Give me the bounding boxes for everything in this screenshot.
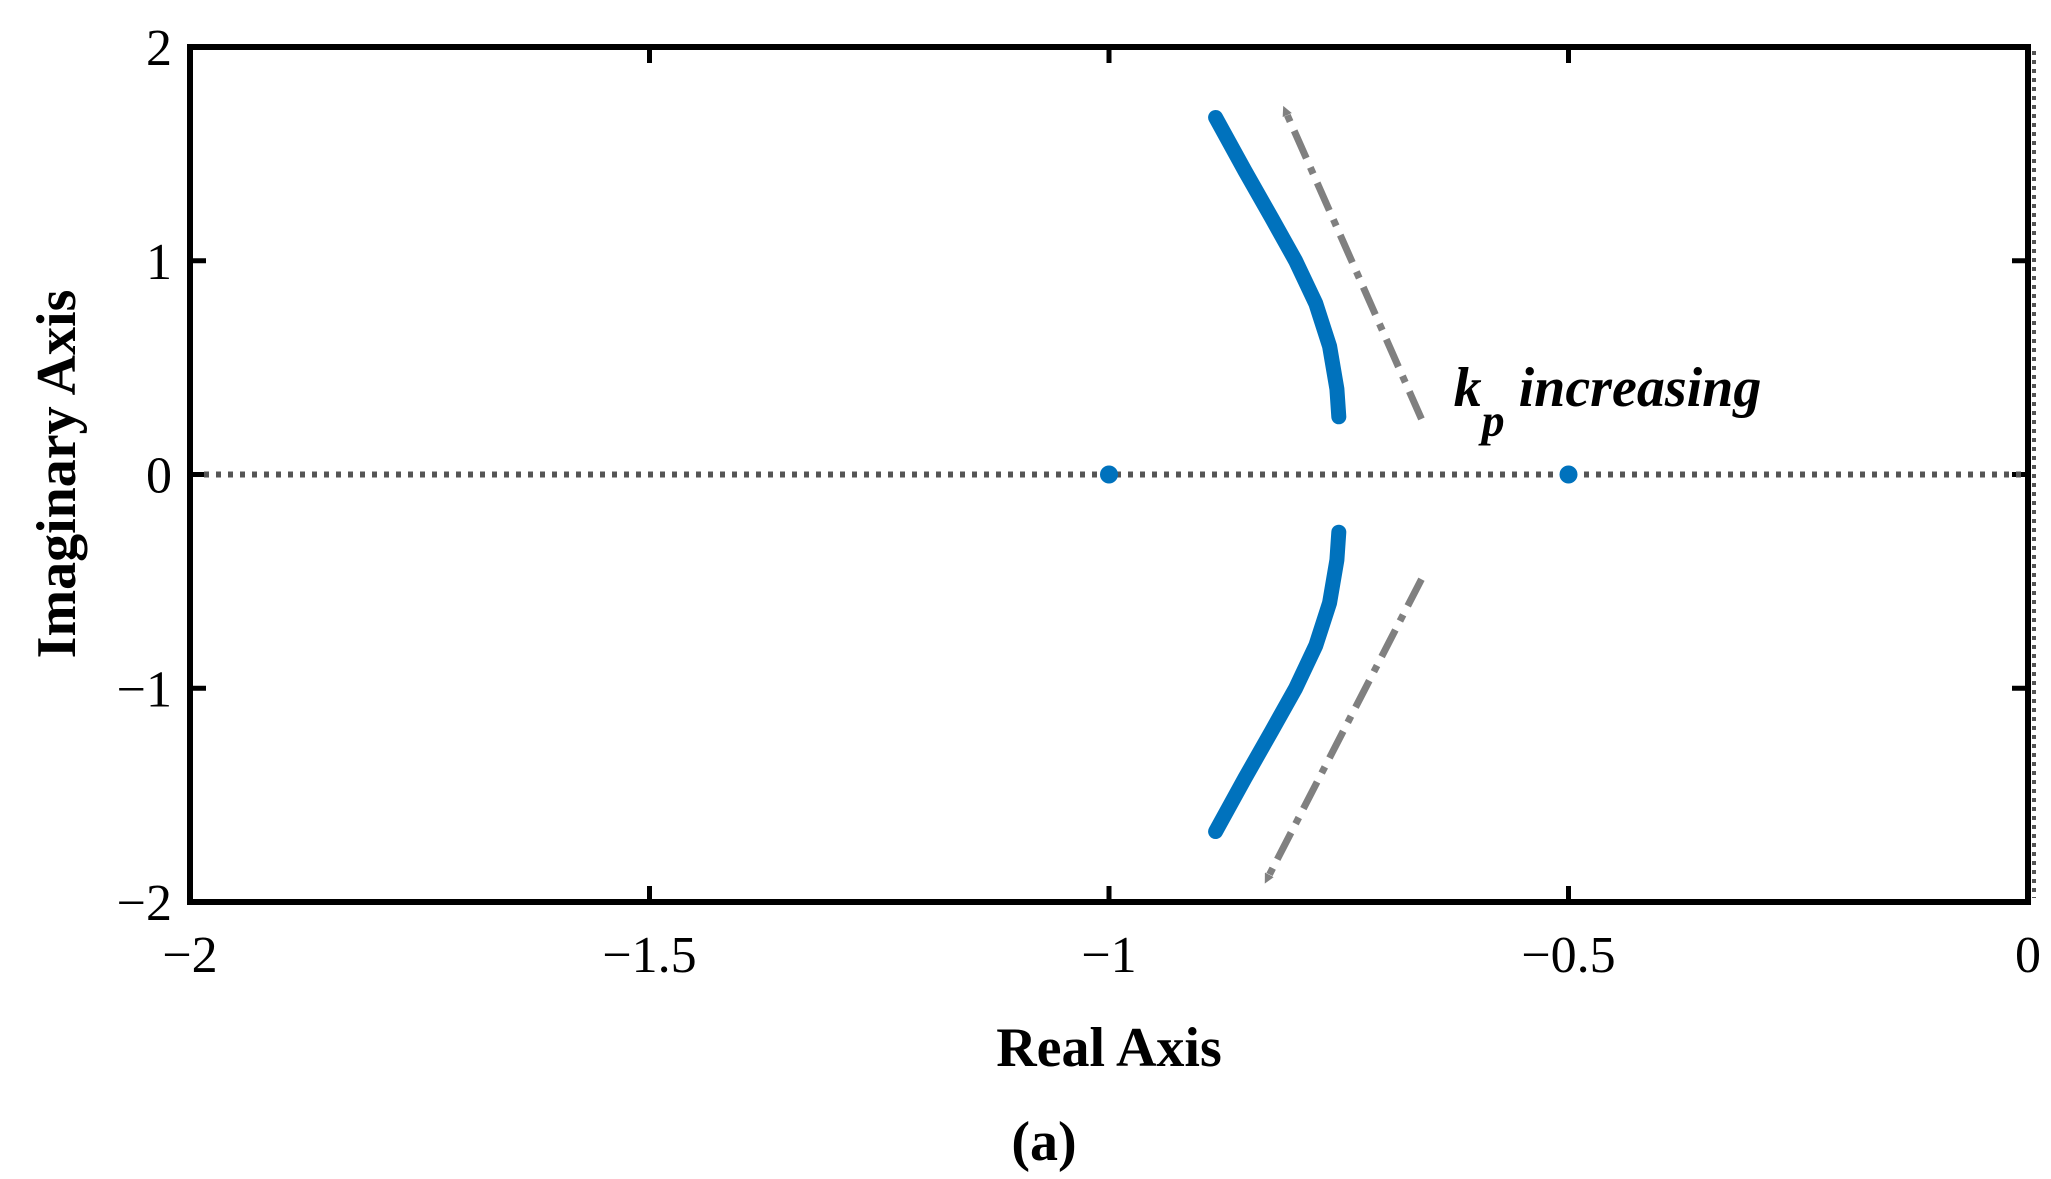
locus-branches bbox=[1208, 110, 1347, 839]
locus-points bbox=[1100, 465, 1578, 484]
y-tick-label: 0 bbox=[146, 448, 172, 505]
y-axis-title: Imaginary Axis bbox=[26, 290, 88, 659]
kp-annotation-subscript: p bbox=[1478, 395, 1505, 446]
locus-point bbox=[1100, 465, 1118, 484]
direction-arrows bbox=[1262, 105, 1425, 885]
y-tick-labels: −2 −1 0 1 2 bbox=[117, 20, 172, 932]
kp-annotation-text: increasing bbox=[1505, 357, 1762, 419]
x-tick-labels: −2 −1.5 −1 −0.5 0 bbox=[162, 927, 2041, 984]
y-tick-label: −2 bbox=[117, 875, 172, 932]
x-tick-label: −0.5 bbox=[1521, 927, 1615, 984]
y-tick-label: −1 bbox=[117, 661, 172, 718]
x-tick-label: 0 bbox=[2015, 927, 2041, 984]
locus-point bbox=[1559, 465, 1578, 484]
x-tick-label: −1 bbox=[1081, 927, 1136, 984]
reference-lines bbox=[204, 51, 2036, 898]
kp-annotation-base: k bbox=[1454, 357, 1482, 419]
upper-locus-branch bbox=[1208, 110, 1347, 425]
x-axis-title: Real Axis bbox=[996, 1017, 1222, 1079]
figure-caption: (a) bbox=[1011, 1111, 1076, 1173]
y-tick-label: 2 bbox=[146, 20, 172, 77]
x-tick-label: −2 bbox=[162, 927, 217, 984]
y-tick-label: 1 bbox=[146, 234, 172, 291]
down-direction-arrow bbox=[1262, 577, 1425, 885]
kp-annotation: kp increasing bbox=[1454, 357, 1762, 446]
x-tick-label: −1.5 bbox=[602, 927, 696, 984]
lower-locus-branch bbox=[1208, 524, 1347, 839]
axis-ticks bbox=[187, 44, 2031, 905]
